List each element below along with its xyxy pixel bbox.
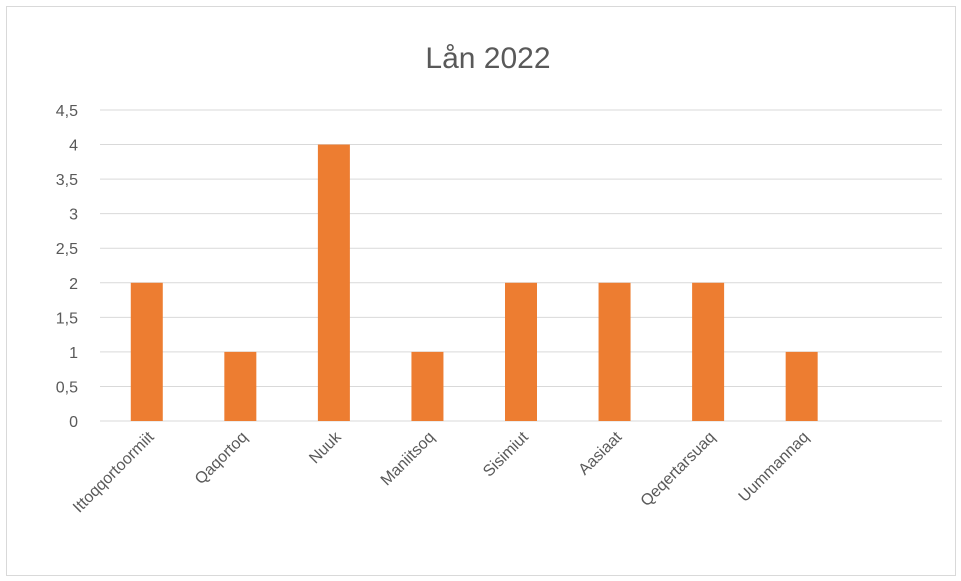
y-tick-label: 4,5: [56, 103, 78, 120]
y-tick-label: 2: [69, 276, 78, 293]
y-tick-label: 2,5: [56, 241, 78, 258]
y-tick-label: 3,5: [56, 172, 78, 189]
x-category-label: Aasiaat: [576, 428, 626, 478]
x-axis-labels: Ittoqqortoormiit Qaqortoq Nuuk Maniitsoq Sis…: [70, 428, 812, 516]
y-tick-label: 4: [69, 138, 78, 155]
y-tick-label: 1: [69, 345, 78, 362]
x-category-label: Sisimiut: [480, 428, 532, 480]
bar: [224, 351, 257, 421]
y-tick-label: 1,5: [56, 310, 78, 327]
bar: [130, 282, 163, 421]
x-category-label: Nuuk: [306, 428, 345, 467]
y-tick-label: 0,5: [56, 379, 78, 396]
x-category-label: Qaqortoq: [192, 429, 251, 488]
x-category-label: Qeqertarsuaq: [638, 429, 719, 510]
y-axis-ticks: 0 0,5 1 1,5 2 2,5 3 3,5 4 4,5: [56, 103, 78, 431]
y-tick-label: 0: [69, 414, 78, 431]
bar: [317, 144, 350, 422]
chart-title: Lån 2022: [425, 42, 550, 75]
bars: [130, 144, 818, 422]
x-category-label: Maniitsoq: [378, 429, 438, 489]
x-category-label: Uummannaq: [736, 429, 813, 506]
y-tick-label: 3: [69, 207, 78, 224]
bar: [598, 282, 631, 421]
bar: [692, 282, 725, 421]
bar: [411, 351, 444, 421]
bar: [785, 351, 818, 421]
bar: [505, 282, 537, 421]
chart-frame: [6, 6, 956, 576]
x-category-label: Ittoqqortoormiit: [70, 428, 158, 516]
